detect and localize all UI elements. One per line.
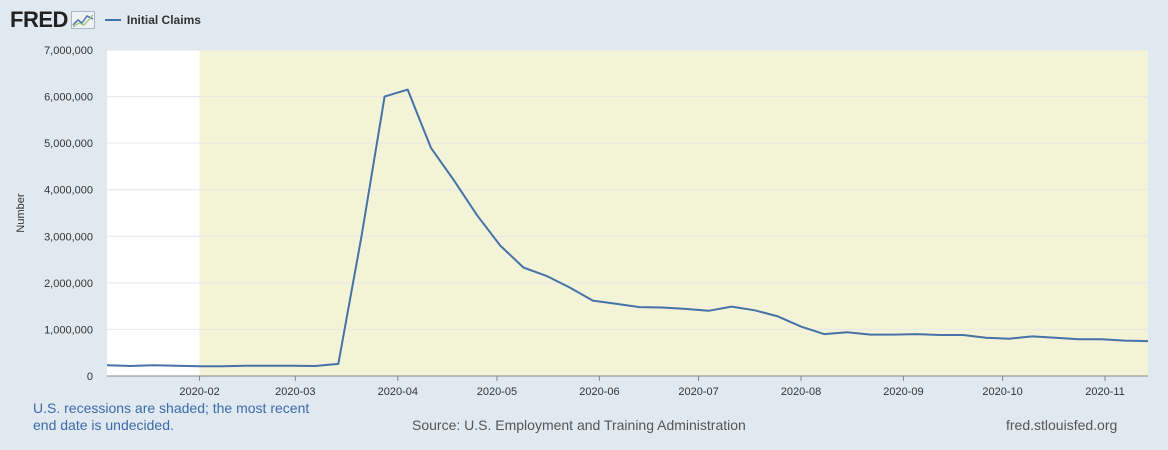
logo-text: FRED [10,7,68,32]
x-tick-label: 2020-08 [781,386,821,398]
chart-legend[interactable]: Initial Claims [104,13,201,27]
y-tick-label: 0 [87,371,93,383]
y-tick-label: 1,000,000 [44,324,93,336]
x-tick-label: 2020-10 [982,386,1022,398]
x-tick-label: 2020-09 [883,386,923,398]
y-tick-label: 3,000,000 [44,231,93,243]
x-tick-label: 2020-02 [179,386,219,398]
x-tick-label: 2020-11 [1085,386,1125,398]
x-tick-label: 2020-04 [378,386,418,398]
x-tick-label: 2020-06 [579,386,619,398]
y-tick-label: 5,000,000 [44,138,93,150]
recession-note: U.S. recessions are shaded; the most rec… [33,400,310,433]
source-credit: Source: U.S. Employment and Training Adm… [412,417,746,433]
y-tick-label: 7,000,000 [44,45,93,57]
x-tick-label: 2020-07 [678,386,718,398]
recession-shading [199,50,1149,376]
graph-icon [70,11,95,29]
legend-swatch [104,19,121,21]
y-tick-label: 6,000,000 [44,92,93,104]
chart: 0 1,000,000 2,000,000 3,000,000 4,000,000 5,0… [15,45,1149,398]
x-tick-label: 2020-05 [477,386,517,398]
x-tick-label: 2020-03 [275,386,315,398]
y-tick-label: 4,000,000 [44,185,93,197]
legend-label: Initial Claims [126,13,201,27]
site-link[interactable]: fred.stlouisfed.org [1006,417,1118,433]
chart-header: FRED Initial Claims [10,6,201,34]
series-line-initial-claims [106,88,1149,368]
fred-logo[interactable]: FRED [10,7,95,33]
y-axis-label: Number [15,193,27,232]
y-tick-label: 2,000,000 [44,278,93,290]
